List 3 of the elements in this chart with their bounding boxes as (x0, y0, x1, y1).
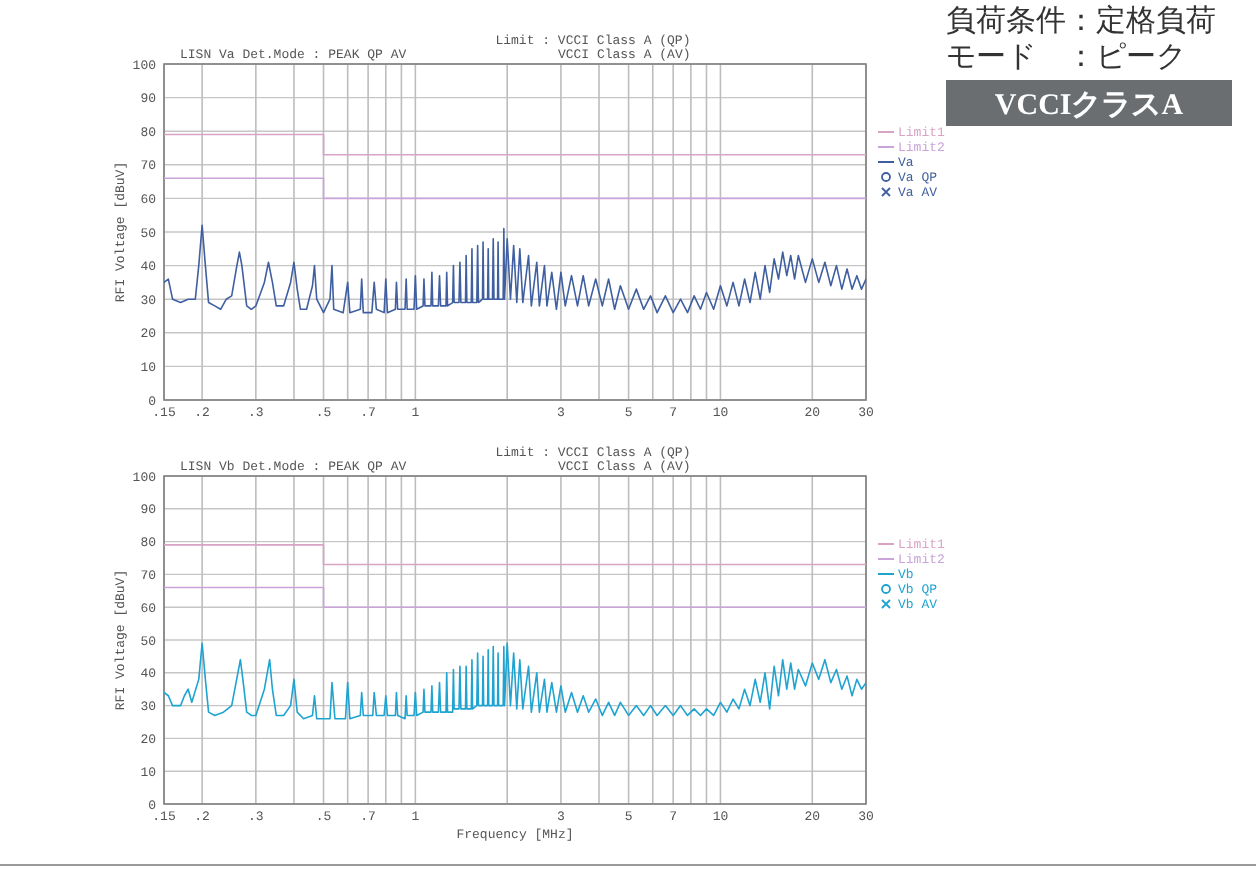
text: 負荷条件：定格負荷 (946, 4, 1216, 38)
text: VCCIクラスA (994, 90, 1184, 122)
text: モード ：ピーク (946, 42, 1186, 74)
